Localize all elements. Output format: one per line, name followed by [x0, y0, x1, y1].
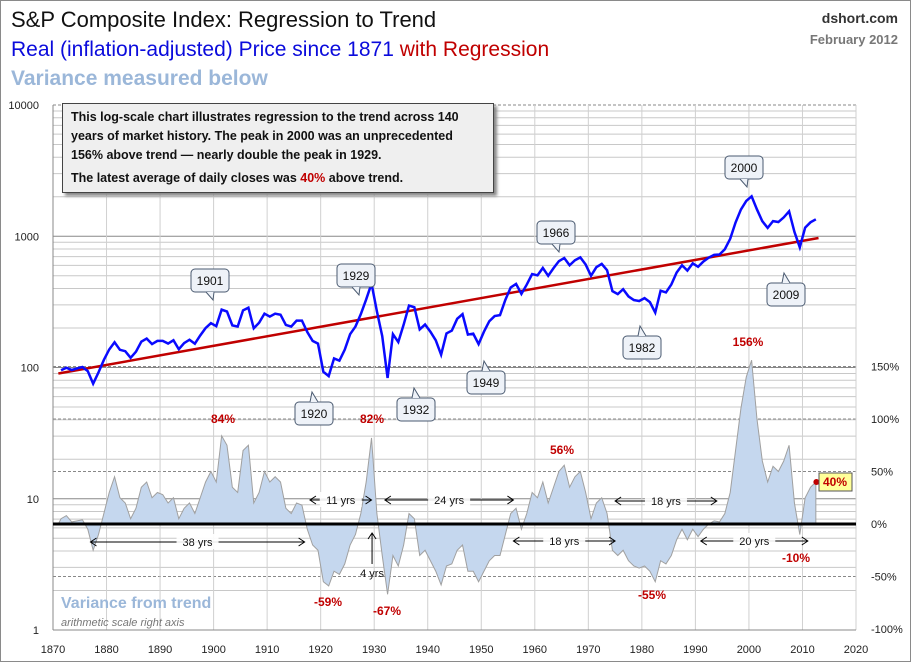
span-label: 20 yrs [739, 536, 769, 548]
note-line-2: The latest average of daily closes was 4… [71, 169, 485, 188]
note-text-end: above trend. [325, 171, 404, 185]
span-arrowheads [614, 496, 718, 506]
left-tick-label: 1000 [15, 231, 39, 243]
variance-label: 84% [211, 412, 235, 426]
span-arrowheads [89, 537, 306, 547]
x-tick-label: 1990 [683, 644, 707, 656]
x-tick-label: 2020 [844, 644, 868, 656]
price-line [60, 194, 817, 387]
date-label: February 2012 [809, 32, 898, 47]
subtitle-red: with Regression [399, 38, 550, 61]
callout-pointer [551, 243, 561, 254]
callout-pointer [351, 286, 361, 297]
callout-pointer [739, 178, 749, 189]
x-tick-label: 1970 [576, 644, 600, 656]
note-text: The latest average of daily closes was [71, 171, 301, 185]
x-tick-label: 1870 [41, 644, 65, 656]
right-tick-label: -100% [871, 624, 903, 636]
variance-label: -10% [782, 551, 810, 565]
callout-pointer [481, 359, 491, 372]
span-arrowheads [384, 495, 515, 505]
latest-label-box [818, 472, 853, 492]
source-label: dshort.com [821, 10, 898, 26]
span-label-bg [319, 492, 362, 507]
x-tick-label: 2000 [737, 644, 761, 656]
trend-line [58, 236, 819, 375]
callout-label-1949: 1949 [473, 376, 500, 390]
span-label: 24 yrs [434, 495, 464, 507]
x-tick-label: 1930 [362, 644, 386, 656]
callout-pointer [205, 291, 215, 302]
callout-label-1929: 1929 [343, 269, 370, 283]
span-label-bg [176, 534, 219, 549]
span-label-bg [428, 492, 471, 507]
span-arrowheads [699, 536, 809, 546]
x-tick-label: 1960 [523, 644, 547, 656]
x-tick-label: 1890 [148, 644, 172, 656]
callout-label-1920: 1920 [301, 407, 328, 421]
right-tick-label: 150% [871, 362, 899, 374]
span-label: 38 yrs [183, 537, 213, 549]
right-tick-label: 50% [871, 467, 893, 479]
callout-pointer [637, 324, 647, 337]
latest-point [813, 479, 820, 485]
callout-label-2000: 2000 [731, 161, 758, 175]
callout-label-1932: 1932 [403, 403, 430, 417]
chart-subtitle: Real (inflation-adjusted) Price since 18… [11, 38, 549, 62]
callout-label-2009: 2009 [773, 288, 800, 302]
span-arrowhead-vertical [367, 532, 377, 540]
left-tick-label: 100 [21, 363, 39, 375]
span-label-bg [733, 533, 776, 548]
x-tick-label: 1910 [255, 644, 279, 656]
subtitle-variance: Variance measured below [11, 67, 268, 90]
span-arrowheads [309, 495, 373, 505]
x-tick-label: 1900 [201, 644, 225, 656]
span-arrowheads [512, 536, 617, 546]
note-line-1: This log-scale chart illustrates regress… [71, 110, 459, 162]
callout-label-1982: 1982 [629, 341, 656, 355]
note-highlight: 40% [300, 171, 326, 185]
variance-label: 156% [733, 335, 764, 349]
callout-pointer [309, 390, 319, 403]
span-label: 11 yrs [326, 495, 356, 507]
variance-label: -59% [314, 595, 342, 609]
left-tick-label: 10000 [8, 100, 39, 112]
span-label-bg [543, 533, 586, 548]
span-label: 4 yrs [360, 568, 384, 580]
callout-pointer [411, 386, 421, 399]
x-tick-label: 1920 [308, 644, 332, 656]
latest-label: 40% [823, 475, 847, 489]
callout-pointer [781, 271, 791, 284]
variance-label: 82% [360, 412, 384, 426]
annotation-box: This log-scale chart illustrates regress… [62, 103, 494, 193]
x-tick-label: 1940 [415, 644, 439, 656]
callout-label-1901: 1901 [197, 274, 224, 288]
left-tick-label: 10 [27, 494, 39, 506]
right-tick-label: 0% [871, 519, 887, 531]
span-label: 18 yrs [651, 496, 681, 508]
callout-label-1966: 1966 [543, 226, 570, 240]
chart-title: S&P Composite Index: Regression to Trend [11, 7, 437, 32]
right-tick-label: -50% [871, 572, 897, 584]
subtitle-blue: Real (inflation-adjusted) Price since 18… [11, 38, 394, 61]
x-tick-label: 1880 [94, 644, 118, 656]
x-tick-label: 1950 [469, 644, 493, 656]
left-tick-label: 1 [33, 625, 39, 637]
variance-label: 56% [550, 443, 574, 457]
span-label: 18 yrs [549, 536, 579, 548]
variance-subtitle: arithmetic scale right axis [61, 617, 185, 629]
x-tick-label: 2010 [790, 644, 814, 656]
x-tick-label: 1980 [630, 644, 654, 656]
variance-area [57, 360, 817, 595]
span-label-bg [644, 493, 687, 508]
variance-title: Variance from trend [61, 595, 211, 612]
variance-label: -55% [638, 588, 666, 602]
variance-label: -67% [373, 604, 401, 618]
right-tick-label: 100% [871, 414, 899, 426]
